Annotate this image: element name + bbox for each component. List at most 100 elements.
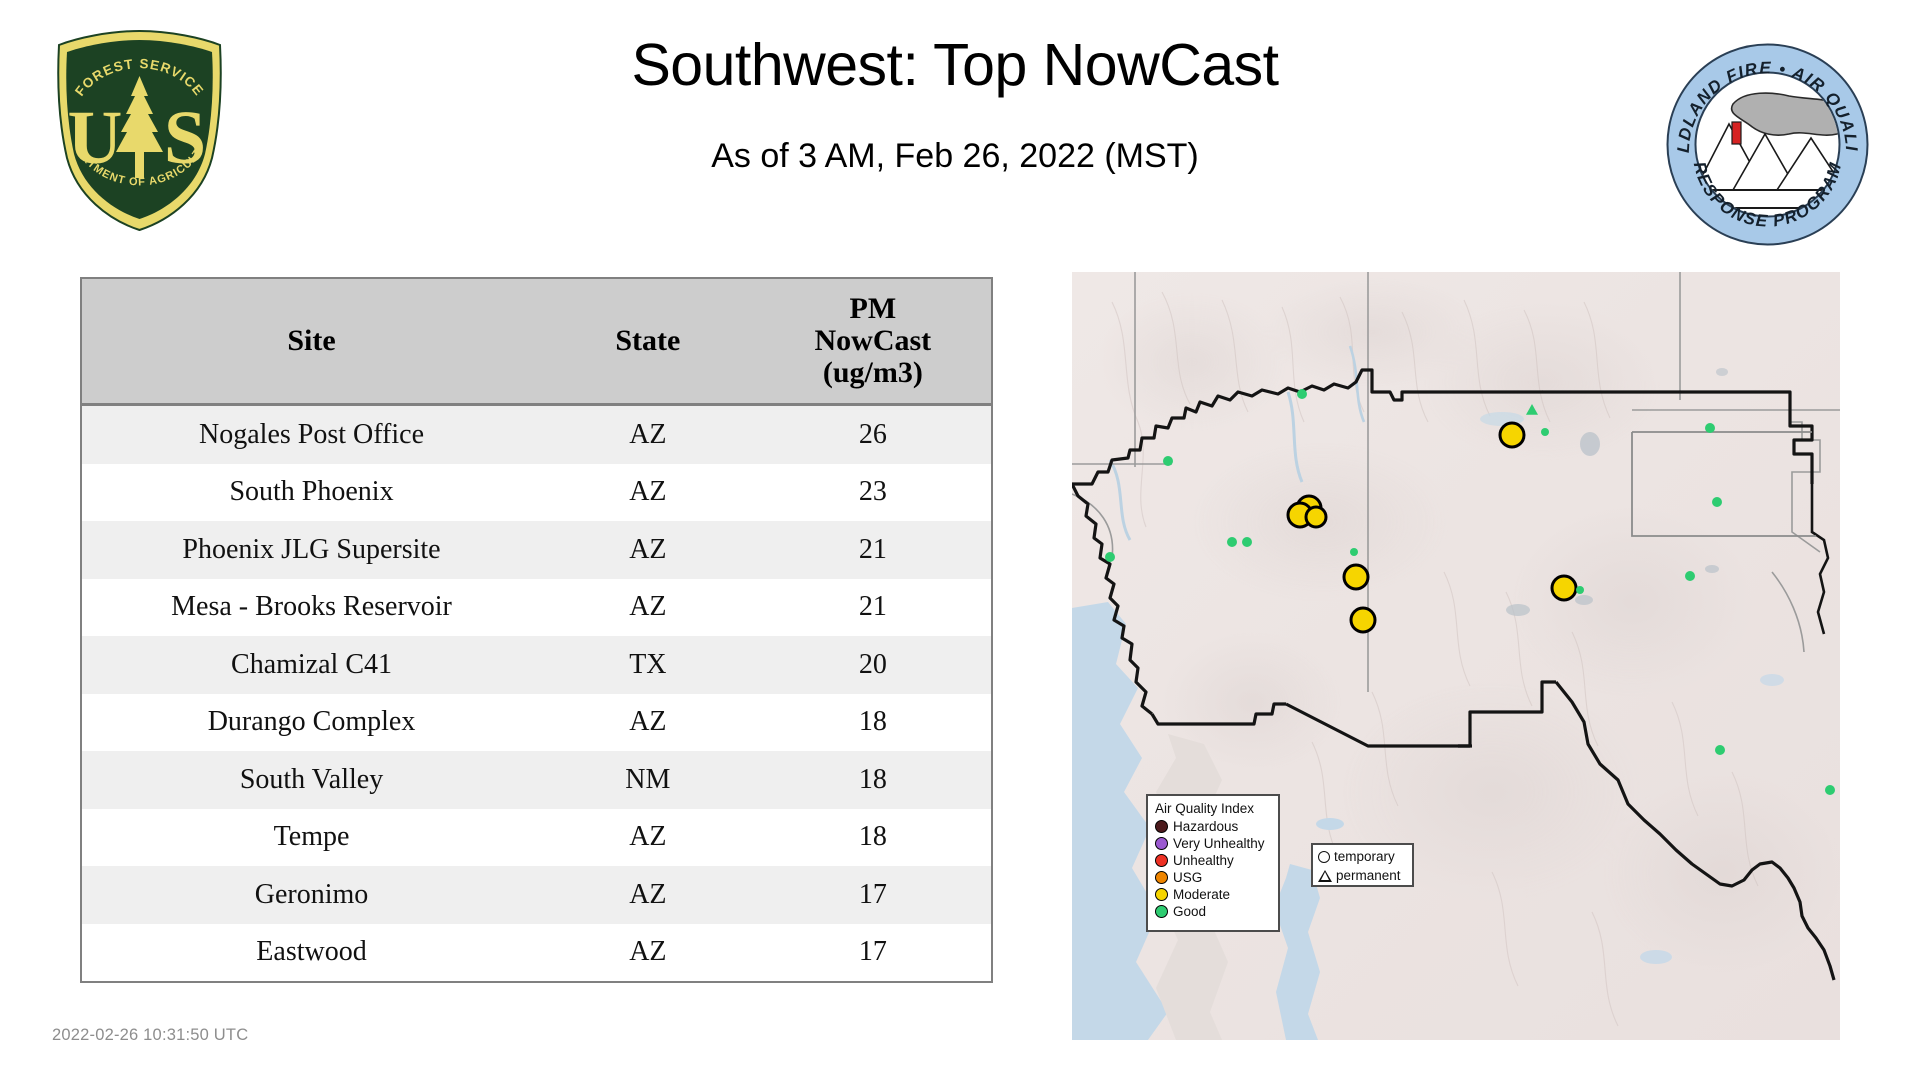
aqi-legend-row: Very Unhealthy <box>1155 835 1272 852</box>
table-cell-site: South Valley <box>82 751 542 809</box>
aqi-color-swatch-icon <box>1155 871 1168 884</box>
aqi-legend-label: Good <box>1173 904 1207 919</box>
table-row: Tempe AZ 18 <box>82 808 991 866</box>
table-body: Nogales Post Office AZ 26 South Phoenix AZ 23… <box>82 404 991 981</box>
temporary-monitor-marker[interactable] <box>1825 785 1835 795</box>
column-header-pm-nowcast: PM NowCast (ug/m3) <box>754 279 991 406</box>
table-row: Nogales Post Office AZ 26 <box>82 404 991 464</box>
temporary-monitor-marker[interactable] <box>1712 497 1722 507</box>
temporary-monitor-marker[interactable] <box>1550 574 1578 602</box>
temporary-monitor-marker[interactable] <box>1705 423 1715 433</box>
monitor-type-legend: temporary permanent <box>1311 843 1414 887</box>
temporary-monitor-marker[interactable] <box>1297 389 1307 399</box>
map-canvas <box>1072 272 1840 1040</box>
aqi-legend-row: USG <box>1155 869 1272 886</box>
table-cell-site: Durango Complex <box>82 693 542 751</box>
table-cell-site: Tempe <box>82 808 542 866</box>
footer-timestamp: 2022-02-26 10:31:50 UTC <box>52 1026 249 1044</box>
temporary-monitor-marker[interactable] <box>1163 456 1173 466</box>
aqi-legend-row: Hazardous <box>1155 818 1272 835</box>
temporary-monitor-marker[interactable] <box>1685 571 1695 581</box>
table-cell-pm-nowcast: 18 <box>754 693 991 751</box>
table-row: Eastwood AZ 17 <box>82 923 991 981</box>
temporary-monitor-marker[interactable] <box>1715 745 1725 755</box>
table-cell-pm-nowcast: 23 <box>754 463 991 521</box>
table-cell-state: AZ <box>541 808 755 866</box>
nowcast-table-container: Site State PM NowCast (ug/m3) Nogales Po… <box>80 277 993 983</box>
table-cell-site: South Phoenix <box>82 463 542 521</box>
temporary-monitor-marker[interactable] <box>1576 586 1584 594</box>
aqi-color-swatch-icon <box>1155 854 1168 867</box>
table-cell-site: Eastwood <box>82 923 542 981</box>
table-row: Geronimo AZ 17 <box>82 866 991 924</box>
legend-label-permanent: permanent <box>1336 868 1401 883</box>
svg-text:U: U <box>68 96 123 180</box>
table-cell-site: Chamizal C41 <box>82 636 542 694</box>
aqi-legend-row: Good <box>1155 903 1272 920</box>
nowcast-table: Site State PM NowCast (ug/m3) Nogales Po… <box>82 279 991 981</box>
table-cell-pm-nowcast: 20 <box>754 636 991 694</box>
aqi-color-swatch-icon <box>1155 905 1168 918</box>
table-cell-state: AZ <box>541 521 755 579</box>
aqi-legend-label: Hazardous <box>1173 819 1239 834</box>
temporary-monitor-marker[interactable] <box>1227 537 1237 547</box>
temporary-monitor-marker[interactable] <box>1242 537 1252 547</box>
legend-label-temporary: temporary <box>1334 849 1395 864</box>
aqi-legend-row: Moderate <box>1155 886 1272 903</box>
temporary-monitor-icon <box>1318 850 1330 863</box>
table-header: Site State PM NowCast (ug/m3) <box>82 279 991 406</box>
table-row: Phoenix JLG Supersite AZ 21 <box>82 521 991 579</box>
table-cell-pm-nowcast: 17 <box>754 866 991 924</box>
aqi-legend-label: USG <box>1173 870 1203 885</box>
page-header: FOREST SERVICE DEPARTMENT OF AGRICULTURE… <box>0 0 1920 268</box>
aqi-color-swatch-icon <box>1155 820 1168 833</box>
table-cell-state: AZ <box>541 463 755 521</box>
table-cell-state: AZ <box>541 866 755 924</box>
monitor-markers-layer[interactable] <box>1105 389 1835 795</box>
temporary-monitor-marker[interactable] <box>1304 505 1328 529</box>
aqi-legend-items: Hazardous Very Unhealthy Unhealthy USG Moder… <box>1155 818 1272 920</box>
table-row: Chamizal C41 TX 20 <box>82 636 991 694</box>
table-cell-site: Geronimo <box>82 866 542 924</box>
temporary-monitor-marker[interactable] <box>1350 548 1358 556</box>
table-cell-site: Nogales Post Office <box>82 404 542 464</box>
map-basemap <box>1072 272 1840 1040</box>
usfs-forest-service-logo-icon: FOREST SERVICE DEPARTMENT OF AGRICULTURE… <box>48 19 227 233</box>
page-title: Southwest: Top NowCast <box>631 32 1279 98</box>
aqi-legend-title: Air Quality Index <box>1155 801 1255 816</box>
title-block: Southwest: Top NowCast As of 3 AM, Feb 2… <box>260 36 1650 176</box>
temporary-monitor-marker[interactable] <box>1349 606 1377 634</box>
table-row: Durango Complex AZ 18 <box>82 693 991 751</box>
aqi-color-swatch-icon <box>1155 837 1168 850</box>
table-cell-site: Mesa - Brooks Reservoir <box>82 578 542 636</box>
column-header-state: State <box>541 279 755 406</box>
table-cell-state: TX <box>541 636 755 694</box>
table-cell-state: AZ <box>541 578 755 636</box>
aqi-legend: Air Quality Index Hazardous Very Unhealth… <box>1146 794 1280 932</box>
permanent-monitor-icon <box>1318 869 1332 882</box>
table-cell-pm-nowcast: 26 <box>754 404 991 464</box>
temporary-monitor-marker[interactable] <box>1541 428 1549 436</box>
page-subtitle-timestamp: As of 3 AM, Feb 26, 2022 (MST) <box>711 137 1199 175</box>
table-row: South Valley NM 18 <box>82 751 991 809</box>
state-boundaries <box>1072 368 1836 981</box>
table-cell-pm-nowcast: 18 <box>754 808 991 866</box>
table-cell-state: AZ <box>541 923 755 981</box>
southwest-air-quality-map[interactable] <box>1072 272 1840 1040</box>
state-boundaries-extra <box>1810 484 1830 635</box>
aqi-legend-label: Very Unhealthy <box>1173 836 1265 851</box>
table-row: South Phoenix AZ 23 <box>82 463 991 521</box>
temporary-monitor-marker[interactable] <box>1342 563 1370 591</box>
legend-row-permanent: permanent <box>1318 866 1408 885</box>
permanent-monitor-marker[interactable] <box>1526 404 1538 415</box>
table-header-row: Site State PM NowCast (ug/m3) <box>82 279 991 406</box>
table-row: Mesa - Brooks Reservoir AZ 21 <box>82 578 991 636</box>
temporary-monitor-marker[interactable] <box>1105 552 1115 562</box>
table-cell-pm-nowcast: 17 <box>754 923 991 981</box>
temporary-monitor-marker[interactable] <box>1498 421 1526 449</box>
table-cell-state: NM <box>541 751 755 809</box>
table-cell-state: AZ <box>541 404 755 464</box>
column-header-pm-line3: (ug/m3) <box>822 356 923 390</box>
aqi-legend-label: Moderate <box>1173 887 1231 902</box>
aqi-legend-label: Unhealthy <box>1173 853 1234 868</box>
